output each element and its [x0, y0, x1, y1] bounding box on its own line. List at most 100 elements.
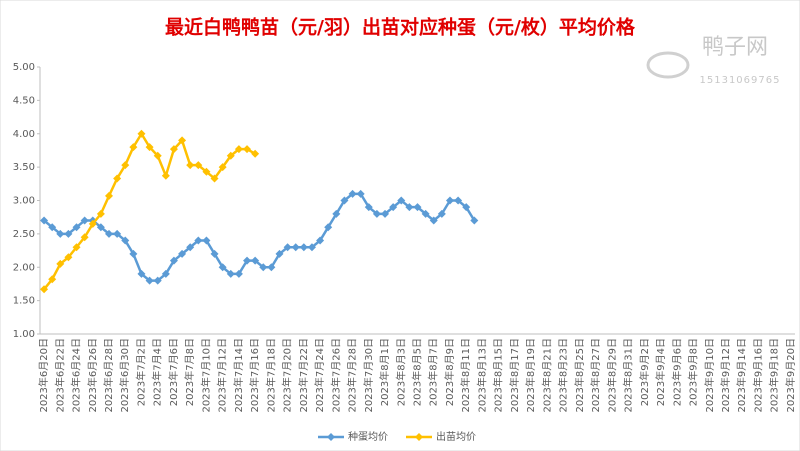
point [462, 203, 471, 212]
x-tick-label: 2023年7月22日 [297, 338, 310, 413]
point [186, 161, 195, 170]
x-tick-label: 2023年7月24日 [313, 338, 326, 413]
x-tick-label: 2023年9月8日 [687, 338, 700, 406]
point [194, 161, 203, 170]
x-tick-label: 2023年9月2日 [638, 338, 651, 406]
point [64, 229, 73, 238]
point [137, 129, 146, 138]
y-tick-label: 3.50 [13, 162, 35, 173]
x-tick-label: 2023年6月22日 [53, 338, 66, 413]
point [243, 256, 252, 265]
x-tick-label: 2023年9月14日 [735, 338, 748, 413]
point [113, 229, 122, 238]
point [470, 216, 479, 225]
x-tick-label: 2023年6月28日 [102, 338, 115, 413]
point [283, 243, 292, 252]
watermark-text: 鸭子网 [702, 35, 768, 60]
point [299, 243, 308, 252]
x-tick-label: 2023年7月18日 [264, 338, 277, 413]
point [275, 249, 284, 258]
watermark-phone: 15131069765 [700, 75, 781, 86]
point [437, 209, 446, 218]
point [348, 189, 357, 198]
watermark-logo [646, 51, 690, 79]
y-tick-label: 2.00 [13, 262, 35, 273]
point [429, 216, 438, 225]
point [161, 269, 170, 278]
x-tick-label: 2023年8月17日 [508, 338, 521, 413]
x-tick-label: 2023年7月28日 [346, 338, 359, 413]
point [48, 275, 57, 284]
x-tick-label: 2023年9月20日 [784, 338, 797, 413]
x-tick-label: 2023年7月10日 [199, 338, 212, 413]
point [454, 196, 463, 205]
x-tick-label: 2023年8月3日 [394, 338, 407, 406]
y-tick-label: 4.00 [13, 129, 35, 140]
x-tick-label: 2023年8月13日 [475, 338, 488, 413]
point [96, 223, 105, 232]
x-tick-label: 2023年7月2日 [134, 338, 147, 406]
point [316, 236, 325, 245]
y-tick-label: 5.00 [13, 62, 35, 73]
x-tick-label: 2023年9月4日 [654, 338, 667, 406]
point [121, 161, 130, 170]
point [113, 174, 122, 183]
point [56, 259, 65, 268]
x-tick-label: 2023年7月30日 [362, 338, 375, 413]
point [72, 243, 81, 252]
x-tick-label: 2023年6月26日 [86, 338, 99, 413]
point [218, 263, 227, 272]
x-tick-label: 2023年8月21日 [540, 338, 553, 413]
x-tick-label: 2023年8月9日 [443, 338, 456, 406]
point [210, 249, 219, 258]
x-tick-label: 2023年8月19日 [524, 338, 537, 413]
y-tick-label: 3.00 [13, 196, 35, 207]
point [340, 196, 349, 205]
point [105, 191, 114, 200]
legend-label: 出苗均价 [436, 430, 476, 443]
x-tick-label: 2023年8月25日 [573, 338, 586, 413]
point [169, 256, 178, 265]
x-tick-label: 2023年9月16日 [751, 338, 764, 413]
x-tick-label: 2023年7月6日 [167, 338, 180, 406]
point [129, 143, 138, 152]
x-tick-label: 2023年9月10日 [703, 338, 716, 413]
point [210, 174, 219, 183]
chart-title: 最近白鸭鸭苗（元/羽）出苗对应种蛋（元/枚）平均价格 [165, 16, 636, 39]
x-tick-label: 2023年7月20日 [281, 338, 294, 413]
x-tick-label: 2023年8月7日 [427, 338, 440, 406]
x-tick-label: 2023年8月1日 [378, 338, 391, 406]
point [413, 203, 422, 212]
point [372, 209, 381, 218]
point [397, 196, 406, 205]
legend-label: 种蛋均价 [348, 430, 388, 443]
point [218, 163, 227, 172]
point [40, 216, 49, 225]
point [259, 263, 268, 272]
point [40, 285, 49, 294]
x-tick-label: 2023年7月8日 [183, 338, 196, 406]
x-tick-label: 2023年8月29日 [605, 338, 618, 413]
point [56, 229, 65, 238]
point [389, 203, 398, 212]
x-tick-label: 2023年6月20日 [37, 338, 50, 413]
x-tick-label: 2023年6月30日 [118, 338, 131, 413]
point [178, 249, 187, 258]
x-tick-label: 2023年8月5日 [411, 338, 424, 406]
point [80, 233, 89, 242]
watermark: 鸭子网 15131069765 [646, 35, 781, 86]
point [169, 145, 178, 154]
point [161, 171, 170, 180]
point [251, 256, 260, 265]
point [251, 149, 260, 158]
x-tick-label: 2023年8月31日 [622, 338, 635, 413]
legend-marker [327, 433, 335, 441]
point [145, 143, 154, 152]
point [226, 269, 235, 278]
x-tick-label: 2023年6月24日 [70, 338, 83, 413]
point [137, 269, 146, 278]
point [267, 263, 276, 272]
point [121, 236, 130, 245]
point [153, 276, 162, 285]
y-tick-label: 1.00 [13, 329, 35, 340]
